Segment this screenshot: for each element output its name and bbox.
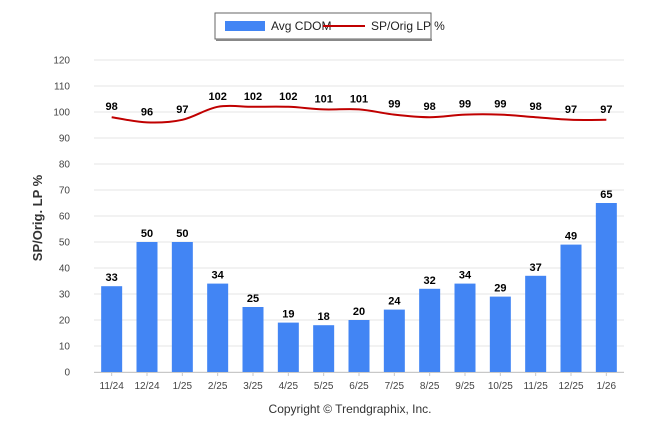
- bar-6/25: [348, 320, 370, 372]
- sp-orig-lp-line: [111, 104, 607, 124]
- line-label-7/25: 99: [388, 99, 400, 111]
- bar-11/25: [525, 275, 547, 372]
- x-axis-ticks: 11/24 12/24 1/25 2/25 3/25 4/25 5/25 6/25 7/25 8/…: [100, 372, 617, 392]
- line-label-12/24: 96: [141, 106, 153, 118]
- line-label-5/25: 101: [314, 93, 332, 105]
- bar-3/25: [242, 307, 264, 372]
- line-label-10/25: 99: [494, 99, 506, 111]
- bar-label-8/25: 32: [424, 275, 436, 287]
- y-tick-label-70: 70: [59, 186, 71, 197]
- x-tick-label-2/25: 2/25: [208, 381, 228, 392]
- y-tick-label-60: 60: [59, 212, 71, 223]
- bar-7/25: [383, 309, 405, 372]
- bar-11/24: [101, 286, 123, 372]
- legend-label-sp-orig-lp: SP/Orig LP %: [371, 19, 445, 33]
- line-label-6/25: 101: [350, 93, 368, 105]
- bar-label-2/25: 34: [212, 270, 225, 282]
- copyright: Copyright © Trendgraphix, Inc.: [269, 402, 432, 416]
- line-label-4/25: 102: [279, 91, 297, 103]
- bar-label-7/25: 24: [388, 296, 401, 308]
- bar-4/25: [277, 322, 299, 372]
- bars: [101, 203, 617, 372]
- x-tick-label-1/26: 1/26: [597, 381, 617, 392]
- x-tick-label-8/25: 8/25: [420, 381, 440, 392]
- bar-2/25: [207, 283, 229, 372]
- y-tick-label-40: 40: [59, 264, 71, 275]
- x-tick-label-12/25: 12/25: [558, 381, 583, 392]
- bar-12/25: [560, 244, 582, 372]
- bar-label-6/25: 20: [353, 306, 365, 318]
- line-label-9/25: 99: [459, 99, 471, 111]
- bar-label-12/25: 49: [565, 231, 577, 243]
- line-label-1/26: 97: [600, 104, 612, 116]
- bar-1/25: [171, 242, 193, 372]
- line-label-11/24: 98: [106, 101, 118, 113]
- y-tick-label-0: 0: [64, 368, 70, 379]
- line-label-3/25: 102: [244, 91, 262, 103]
- bar-label-10/25: 29: [494, 283, 506, 295]
- y-tick-label-30: 30: [59, 290, 71, 301]
- bar-1/26: [595, 203, 617, 372]
- bar-label-9/25: 34: [459, 270, 472, 282]
- line-label-2/25: 102: [208, 91, 226, 103]
- x-tick-label-3/25: 3/25: [243, 381, 263, 392]
- bar-label-1/26: 65: [600, 189, 612, 201]
- bar-5/25: [313, 325, 335, 372]
- bar-label-11/24: 33: [106, 272, 118, 284]
- x-tick-label-6/25: 6/25: [349, 381, 369, 392]
- line-label-12/25: 97: [565, 104, 577, 116]
- y-tick-label-10: 10: [59, 342, 71, 353]
- x-tick-label-7/25: 7/25: [385, 381, 405, 392]
- y-axis-label: SP/Orig. LP %: [30, 174, 45, 261]
- bar-label-5/25: 18: [318, 311, 330, 323]
- y-tick-label-90: 90: [59, 134, 71, 145]
- y-tick-label-80: 80: [59, 160, 71, 171]
- x-tick-label-1/25: 1/25: [173, 381, 193, 392]
- x-tick-label-12/24: 12/24: [134, 381, 159, 392]
- y-axis-ticks: 0 10 20 30 40 50 60 70 80 90 100 110 120: [53, 56, 70, 379]
- legend: Avg CDOM SP/Orig LP %: [214, 12, 445, 41]
- line-labels: 98 96 97 102 102 102 101 101 99 98 99 99 98 97 97: [106, 91, 613, 119]
- bar-10/25: [489, 296, 511, 372]
- line-label-1/25: 97: [176, 104, 188, 116]
- x-tick-label-11/24: 11/24: [100, 381, 125, 392]
- line-series: [111, 104, 607, 124]
- line-label-11/25: 98: [530, 101, 542, 113]
- line-label-8/25: 98: [424, 101, 436, 113]
- bar-9/25: [454, 283, 476, 372]
- y-tick-label-120: 120: [53, 56, 70, 67]
- y-tick-label-20: 20: [59, 316, 71, 327]
- bar-label-3/25: 25: [247, 293, 259, 305]
- y-tick-label-110: 110: [54, 82, 70, 93]
- legend-label-avg-cdom: Avg CDOM: [271, 19, 331, 33]
- x-tick-label-10/25: 10/25: [488, 381, 513, 392]
- bar-8/25: [419, 288, 441, 372]
- bar-label-1/25: 50: [176, 228, 188, 240]
- bar-labels: 33 50 50 34 25 19 18 20 24 32 34 29 37 49 65: [106, 189, 613, 323]
- x-tick-label-4/25: 4/25: [279, 381, 299, 392]
- bar-label-11/25: 37: [530, 262, 542, 274]
- y-tick-label-50: 50: [59, 238, 71, 249]
- y-tick-label-100: 100: [53, 108, 70, 119]
- legend-swatch-avg-cdom: [225, 21, 265, 31]
- x-tick-label-9/25: 9/25: [455, 381, 475, 392]
- bar-label-4/25: 19: [282, 309, 294, 321]
- x-tick-label-5/25: 5/25: [314, 381, 334, 392]
- bar-12/24: [136, 242, 158, 372]
- x-tick-label-11/25: 11/25: [524, 381, 549, 392]
- bar-label-12/24: 50: [141, 228, 153, 240]
